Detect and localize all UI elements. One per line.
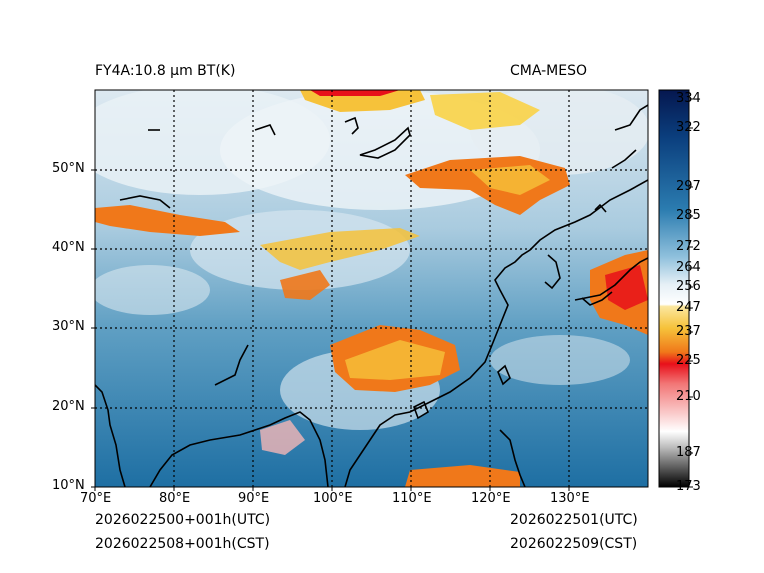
lon-tick-label: 130°E: [550, 491, 590, 506]
cloud-cover-light: [95, 265, 210, 315]
figure-title: FY4A:10.8 µm BT(K): [95, 63, 236, 79]
colorbar-tick-label: 237: [676, 324, 701, 339]
colorbar: [658, 89, 690, 488]
map-panel: [95, 90, 648, 487]
cold-cloud-top: [280, 270, 330, 300]
colorbar-tick-label: 322: [676, 120, 701, 135]
lat-tick-label: 40°N: [52, 240, 85, 255]
colorbar-tick-label: 297: [676, 179, 701, 194]
colorbar-tick-label: 210: [676, 389, 701, 404]
cold-cloud-top: [405, 465, 520, 487]
model-name: CMA-MESO: [510, 63, 588, 79]
cloud-cover-light: [490, 335, 630, 385]
colorbar-tick-label: 272: [676, 239, 701, 254]
map-frame: [94, 89, 649, 488]
cold-cloud-top: [470, 165, 550, 195]
colorbar-ticks: [689, 98, 693, 488]
lon-tick-label: 90°E: [238, 491, 270, 506]
gridlines: [95, 90, 648, 487]
colorbar-tick-label: 225: [676, 353, 701, 368]
run-time-utc: 2026022500+001h(UTC): [95, 512, 271, 528]
colorbar-tick-label: 173: [676, 479, 701, 494]
coastlines: [95, 104, 648, 487]
lon-tick-label: 70°E: [80, 491, 112, 506]
colorbar-tick-label: 285: [676, 208, 701, 223]
lon-tick-label: 110°E: [392, 491, 432, 506]
colorbar-tick-label: 256: [676, 279, 701, 294]
lat-tick-label: 50°N: [52, 161, 85, 176]
colorbar-tick-label: 264: [676, 260, 701, 275]
cold-cloud-top: [345, 340, 445, 380]
lat-tick-label: 20°N: [52, 399, 85, 414]
lon-tick-label: 80°E: [159, 491, 191, 506]
run-time-cst: 2026022508+001h(CST): [95, 536, 270, 552]
cold-cloud-top: [605, 265, 648, 310]
lat-tick-label: 10°N: [52, 478, 85, 493]
colorbar-tick-label: 247: [676, 300, 701, 315]
lon-tick-label: 120°E: [471, 491, 511, 506]
valid-time-utc: 2026022501(UTC): [510, 512, 638, 528]
cold-cloud-top: [430, 92, 540, 130]
valid-time-cst: 2026022509(CST): [510, 536, 638, 552]
lat-tick-label: 30°N: [52, 319, 85, 334]
axis-ticks: [91, 169, 570, 491]
cold-cloud-top: [260, 420, 305, 455]
colorbar-tick-label: 187: [676, 445, 701, 460]
colorbar-tick-label: 334: [676, 91, 701, 106]
cold-cloud-top: [95, 205, 240, 236]
lon-tick-label: 100°E: [313, 491, 353, 506]
